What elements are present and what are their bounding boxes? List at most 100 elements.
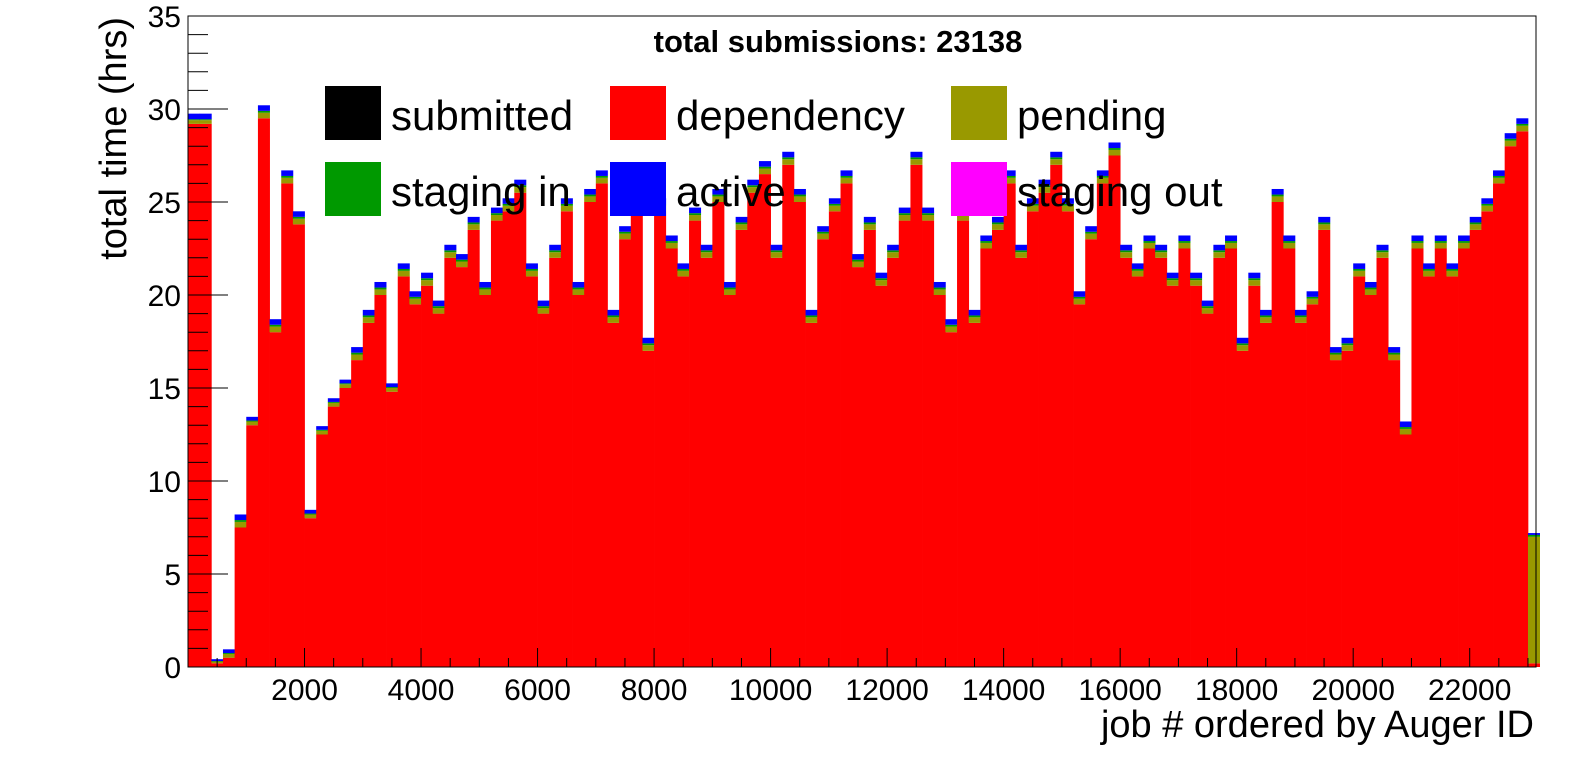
bar-dependency <box>1481 211 1494 668</box>
bar-staging-in <box>1120 250 1133 253</box>
legend-swatch-submitted <box>325 86 381 140</box>
bar-staging-in <box>1225 241 1238 243</box>
bar-active <box>560 198 573 204</box>
bar-active <box>1271 188 1284 195</box>
bar-dependency <box>514 192 527 667</box>
bar-staging-in <box>1085 231 1098 234</box>
bar-pending <box>619 233 632 240</box>
bar-pending <box>479 289 492 295</box>
bar-staging-in <box>1190 278 1203 281</box>
bar-dependency <box>724 295 737 667</box>
bar-pending <box>246 421 259 426</box>
bar-active <box>1061 198 1074 204</box>
bar-staging-in <box>351 352 364 355</box>
bar-active <box>1073 291 1086 297</box>
bar-staging-in <box>1306 296 1319 299</box>
bar-active <box>1364 281 1377 288</box>
bar-staging-in <box>1493 175 1506 178</box>
bar-pending <box>1190 280 1203 286</box>
bar-pending <box>1108 149 1121 156</box>
bar-dependency <box>1061 211 1074 668</box>
bar-active <box>991 216 1005 223</box>
bar-staging-in <box>1399 427 1412 429</box>
bar-staging-in <box>234 520 247 522</box>
bar-active <box>1294 309 1307 316</box>
bar-dependency <box>1504 146 1517 667</box>
bar-staging-in <box>584 194 597 197</box>
bar-staging-in <box>456 259 469 262</box>
bar-pending <box>374 289 387 295</box>
bar-active <box>246 416 259 421</box>
bar-dependency <box>572 295 585 667</box>
bar-pending <box>1085 233 1098 240</box>
bar-dependency <box>1388 360 1401 667</box>
bar-active <box>1283 235 1296 242</box>
x-tick-label: 10000 <box>729 674 812 707</box>
bar-active <box>642 337 655 344</box>
bar-dependency <box>584 202 597 667</box>
bar-active <box>1504 133 1517 139</box>
bar-active <box>1259 309 1272 316</box>
bar-staging-in <box>572 287 585 290</box>
bar-active <box>327 398 340 402</box>
bar-active <box>1131 263 1144 269</box>
bar-pending <box>1096 177 1109 184</box>
bar-active <box>1527 533 1540 535</box>
x-tick-label: 16000 <box>1078 674 1161 707</box>
bar-pending <box>1388 354 1401 361</box>
bar-dependency <box>1341 350 1354 667</box>
bar-staging-in <box>1248 278 1261 281</box>
bar-dependency <box>502 211 515 668</box>
bar-pending <box>432 308 445 314</box>
axis-ticks <box>188 15 1529 668</box>
bar-pending <box>351 354 364 361</box>
bar-dependency <box>1493 183 1506 667</box>
bar-staging-in <box>933 287 946 290</box>
bar-staging-in <box>246 420 259 422</box>
bar-active <box>1178 235 1191 242</box>
bar-active <box>910 151 923 158</box>
bar-active <box>257 105 270 111</box>
bar-dependency <box>1155 257 1168 667</box>
bar-active <box>1493 170 1506 176</box>
bar-dependency <box>817 239 830 667</box>
bar-dependency <box>887 257 900 667</box>
bar-dependency <box>1434 248 1447 667</box>
legend-label-pending: pending <box>1017 92 1166 139</box>
bar-active <box>1411 235 1424 242</box>
bar-staging-in <box>222 653 235 654</box>
bar-pending <box>304 514 317 519</box>
bar-dependency <box>1026 211 1039 668</box>
bar-staging-in <box>514 185 527 188</box>
bar-staging-in <box>339 383 352 385</box>
bar-pending <box>525 270 538 277</box>
bar-active <box>980 235 993 242</box>
bar-active <box>1353 263 1366 269</box>
bar-dependency <box>1248 285 1261 667</box>
bar-active <box>188 113 201 120</box>
bar-active <box>1376 244 1389 251</box>
bar-pending <box>1061 205 1074 212</box>
bar-dependency <box>409 304 422 667</box>
bar-staging-in <box>619 231 632 234</box>
bar-active <box>351 347 364 353</box>
legend-swatch-active <box>610 162 666 216</box>
x-tick-label: 12000 <box>845 674 928 707</box>
bar-pending <box>1038 187 1051 193</box>
bar-dependency <box>758 174 771 667</box>
bar-dependency <box>1073 304 1086 667</box>
bar-staging-in <box>1318 222 1331 225</box>
bar-active <box>1399 421 1412 428</box>
bar-active <box>386 383 399 388</box>
bar-pending <box>1458 242 1471 249</box>
bar-active <box>619 226 632 232</box>
bar-staging-in <box>188 119 201 121</box>
bar-pending <box>234 521 247 528</box>
bar-dependency <box>1166 285 1179 667</box>
bar-pending <box>1329 354 1342 361</box>
bar-pending <box>1026 205 1039 212</box>
bar-dependency <box>689 220 702 667</box>
bar-dependency <box>980 248 993 667</box>
bar-active <box>724 281 737 288</box>
